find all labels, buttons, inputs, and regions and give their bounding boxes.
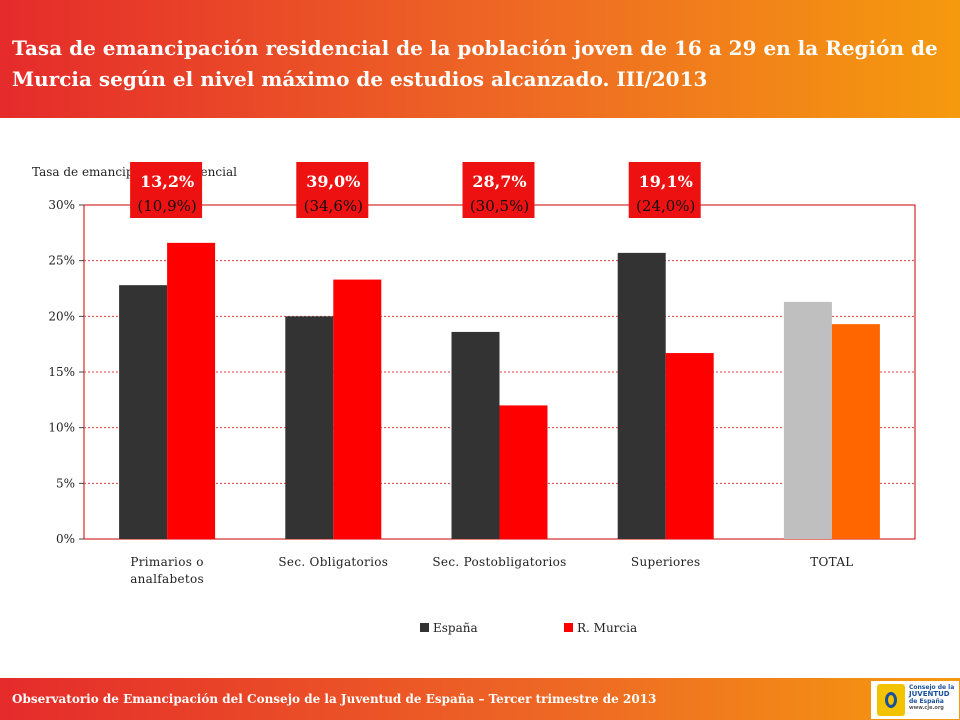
cje-logo-mark-icon — [877, 684, 905, 716]
bar-espana — [285, 316, 334, 539]
y-tick-label: 20% — [48, 309, 75, 323]
logo-line1: Consejo de la — [909, 684, 955, 691]
annotation-box — [628, 162, 701, 218]
y-tick-label: 30% — [48, 198, 75, 212]
legend-swatch — [564, 623, 573, 632]
logo-line2: JUVENTUD — [909, 690, 950, 698]
annotation-value: 13,2% — [140, 172, 194, 191]
bar-espana — [617, 252, 666, 539]
annotation-value-spain: (34,6%) — [304, 197, 363, 215]
bar-murcia — [167, 242, 216, 539]
annotation-value: 39,0% — [306, 172, 360, 191]
bar-espana — [783, 301, 832, 539]
x-tick-label: TOTAL — [810, 555, 853, 569]
cje-logo-text: Consejo de la JUVENTUD de España www.cje… — [909, 684, 957, 712]
y-tick-label: 25% — [48, 254, 75, 268]
bar-murcia — [333, 279, 382, 539]
x-tick-label: Superiores — [631, 555, 701, 569]
x-tick-label: Sec. Obligatorios — [278, 555, 388, 569]
bar-murcia — [831, 324, 880, 539]
cje-logo: Consejo de la JUVENTUD de España www.cje… — [871, 681, 959, 719]
annotation-box — [296, 162, 369, 218]
chart-title: Tasa de emancipación residencial de la p… — [12, 36, 938, 91]
footer-banner: Observatorio de Emancipación del Consejo… — [0, 678, 960, 720]
legend-label: R. Murcia — [577, 621, 637, 635]
x-tick-label: Primarios o — [130, 555, 203, 569]
annotation-value-spain: (30,5%) — [470, 197, 529, 215]
y-tick-label: 0% — [56, 532, 75, 546]
legend-label: España — [433, 621, 478, 635]
legend-swatch — [420, 623, 429, 632]
annotation-value: 28,7% — [472, 172, 526, 191]
bar-espana — [451, 331, 500, 539]
bar-murcia — [499, 405, 548, 539]
bar-murcia — [665, 353, 714, 539]
annotation-box — [130, 162, 203, 218]
logo-line3: de España — [909, 698, 944, 705]
chart-area: 0% 5% 10% 15% 20% 25% 30% Tasa de emancipación … — [0, 118, 960, 678]
y-tick-label: 15% — [48, 365, 75, 379]
x-tick-label: analfabetos — [130, 572, 204, 586]
header-banner: Tasa de emancipación residencial de la p… — [0, 0, 960, 118]
logo-url: www.cje.org — [909, 705, 944, 711]
bar-espana — [119, 285, 168, 539]
footer-text: Observatorio de Emancipación del Consejo… — [12, 692, 657, 706]
y-tick-label: 10% — [48, 421, 75, 435]
bar-chart: 0%5%10%15%20%25%30%Tasa de emancipación … — [32, 162, 916, 635]
annotation-box — [462, 162, 535, 218]
x-tick-label: Sec. Postobligatorios — [432, 555, 566, 569]
y-tick-label: 5% — [56, 476, 75, 490]
annotation-value: 19,1% — [639, 172, 693, 191]
annotation-value-spain: (24,0%) — [636, 197, 695, 215]
annotation-value-spain: (10,9%) — [137, 197, 196, 215]
